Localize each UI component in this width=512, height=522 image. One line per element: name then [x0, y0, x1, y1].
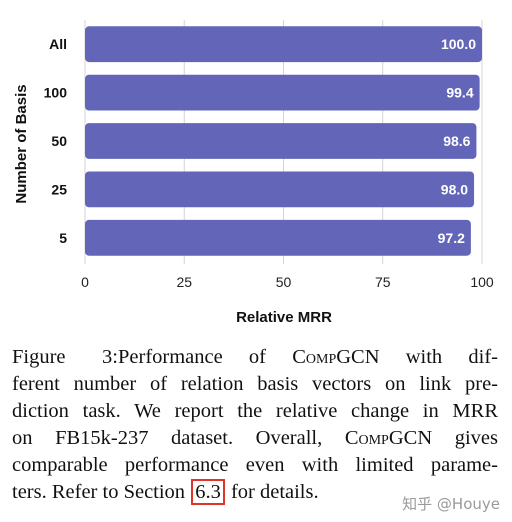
y-axis-label: Number of Basis	[13, 84, 30, 203]
y-tick-label: All	[49, 36, 67, 52]
bar	[85, 171, 475, 208]
x-tick-labels: 0 25 50 75 100	[81, 274, 494, 290]
y-tick-label: 100	[44, 85, 68, 101]
bar-value-label: 97.2	[438, 230, 465, 246]
caption-line: ferent number of relation basis vectors …	[12, 373, 498, 395]
bars: 100.0 99.4 98.6 98.0 97.2	[85, 26, 482, 256]
caption-line: diction task. We report the relative cha…	[12, 400, 498, 422]
bar-value-label: 100.0	[441, 36, 476, 52]
caption-text: ters. Refer to Section	[12, 481, 191, 503]
caption-text: gives	[432, 427, 498, 449]
figure-label: Figure 3:	[12, 346, 118, 368]
bar	[85, 123, 477, 159]
x-axis-label: Relative MRR	[236, 309, 332, 326]
y-tick-label: 25	[51, 181, 67, 197]
section-reference-link[interactable]: 6.3	[191, 479, 225, 505]
caption-text: on FB15k-237 dataset. Overall,	[12, 427, 345, 449]
bar	[85, 219, 471, 256]
bar-value-label: 98.0	[441, 181, 468, 197]
model-name: CompGCN	[292, 346, 380, 368]
caption-text: Performance of	[118, 346, 293, 368]
bar	[85, 74, 480, 111]
x-tick-label: 50	[276, 274, 292, 290]
bar	[85, 26, 482, 63]
bar-chart: 100.0 99.4 98.6 98.0 97.2 All 100 50 25 5 0 25 50 7…	[13, 20, 494, 326]
caption-text: for details.	[225, 481, 319, 503]
y-tick-label: 5	[59, 230, 67, 246]
caption-text: with dif-	[379, 346, 498, 368]
y-tick-labels: All 100 50 25 5	[44, 36, 68, 246]
x-tick-label: 100	[470, 274, 494, 290]
x-tick-label: 25	[176, 274, 192, 290]
caption-line: comparable performance even with limited…	[12, 454, 498, 476]
x-tick-label: 0	[81, 274, 89, 290]
model-name: CompGCN	[344, 427, 433, 449]
bar-value-label: 98.6	[443, 133, 470, 149]
figure-caption: Figure 3:Performance of CompGCN with dif…	[12, 344, 498, 506]
x-tick-label: 75	[375, 274, 391, 290]
watermark: 知乎 @Houye	[402, 495, 500, 513]
y-tick-label: 50	[51, 133, 67, 149]
bar-value-label: 99.4	[446, 85, 473, 101]
